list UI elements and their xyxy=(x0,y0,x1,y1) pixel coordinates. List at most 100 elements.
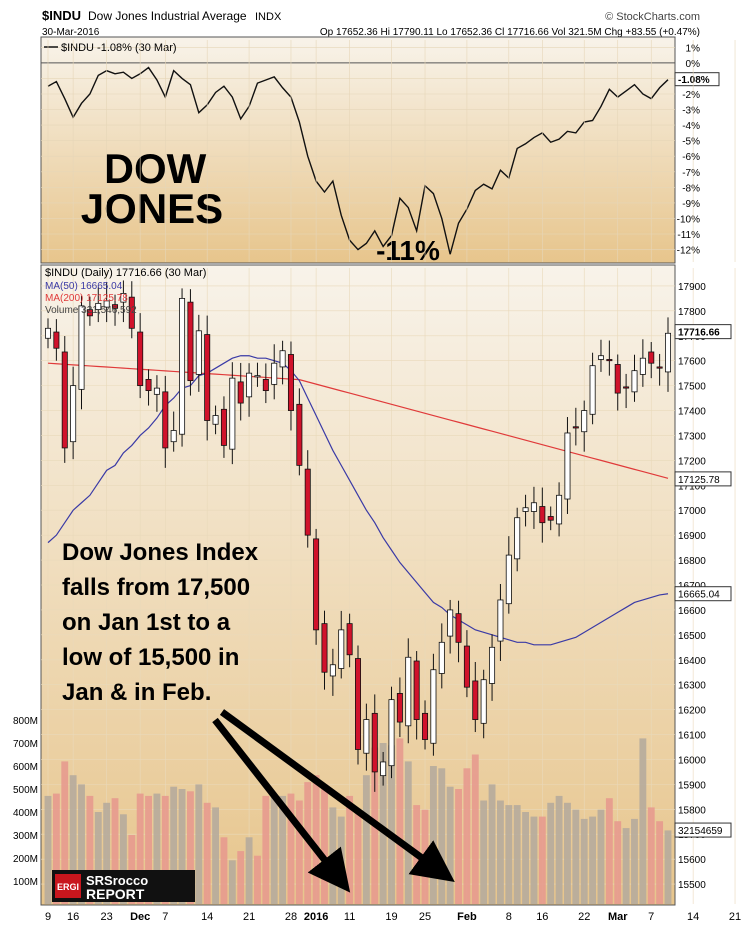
candle xyxy=(497,584,504,662)
volume-bar xyxy=(463,768,471,904)
candle-body xyxy=(631,370,638,393)
candle-body xyxy=(296,403,303,466)
volume-bar xyxy=(270,795,278,904)
price-tick-label: 16100 xyxy=(678,731,706,742)
volume-bar xyxy=(44,795,52,904)
volume-bar xyxy=(547,802,555,904)
candlesticks xyxy=(45,280,671,792)
volume-y-axis: 800M 700M 600M 500M 400M 300M 200M 100M xyxy=(13,716,38,888)
logo-badge: ERGI xyxy=(57,882,79,892)
candle xyxy=(363,703,370,771)
volume-bar xyxy=(254,855,261,904)
candle-body xyxy=(78,305,85,390)
price-tag: 17125.78 xyxy=(674,471,732,487)
price-tick-label: 16900 xyxy=(678,531,706,542)
candle-body xyxy=(329,664,336,677)
price-tick-label: 17500 xyxy=(678,382,706,393)
pct-series-line xyxy=(47,66,669,255)
x-tick-label: Dec xyxy=(130,911,150,923)
credit-label: © StockCharts.com xyxy=(605,11,700,23)
volume-bar xyxy=(362,775,370,904)
pct-y-axis: 1%0%-1%-2%-3%-4%-5%-6%-7%-8%-9%-10%-11%-… xyxy=(677,43,700,256)
candle xyxy=(195,314,202,392)
candle xyxy=(556,482,563,537)
x-tick-label: 11 xyxy=(344,911,355,923)
x-tick-label: Mar xyxy=(608,911,628,923)
volume-bar xyxy=(480,800,488,904)
candle-body xyxy=(279,350,286,368)
volume-bar xyxy=(388,745,395,904)
candle-body xyxy=(229,377,236,450)
candle-body xyxy=(128,296,135,329)
candle-body xyxy=(212,415,219,425)
price-tag: 17716.66 xyxy=(674,324,732,340)
candle-body xyxy=(204,334,211,421)
candle xyxy=(639,339,646,387)
volume-bar xyxy=(228,860,236,904)
candle-body xyxy=(246,372,253,398)
price-tick-label: 15800 xyxy=(678,805,706,816)
pct-tick-label: -4% xyxy=(682,121,700,132)
volume-bar xyxy=(145,795,152,904)
candle xyxy=(405,638,412,744)
candle xyxy=(338,610,345,679)
candle xyxy=(321,610,328,690)
volume-bar xyxy=(186,791,194,904)
price-tick-label: 16000 xyxy=(678,755,706,766)
candle-body xyxy=(254,375,261,378)
pct-tick-label: -2% xyxy=(682,90,700,101)
candle-body xyxy=(656,366,663,369)
volume-tick-label: 600M xyxy=(13,762,38,773)
candle-body xyxy=(355,658,361,750)
candle xyxy=(665,317,671,392)
volume-bar xyxy=(505,805,513,904)
date-label: 30-Mar-2016 xyxy=(42,27,100,38)
candle-body xyxy=(388,699,395,767)
pct-tick-label: -9% xyxy=(682,199,700,210)
candle xyxy=(388,686,395,779)
pct-legend: $INDU -1.08% (30 Mar) xyxy=(61,42,177,54)
volume-bar xyxy=(111,798,119,904)
candle-body xyxy=(597,355,604,360)
candle-body xyxy=(489,646,496,684)
price-tick-label: 15900 xyxy=(678,780,706,791)
candle-body xyxy=(396,693,403,723)
candle-body xyxy=(95,302,102,311)
volume-bar xyxy=(564,802,571,904)
price-tick-label: 16400 xyxy=(678,656,706,667)
volume-bar xyxy=(488,784,496,904)
volume-bar xyxy=(337,816,345,904)
pct-tick-label: 1% xyxy=(686,43,701,54)
volume-bar xyxy=(522,812,530,904)
candle-body xyxy=(145,378,152,392)
price-tick-label: 17600 xyxy=(678,357,706,368)
logo-top: SRSrocco xyxy=(86,873,148,888)
volume-bar xyxy=(295,800,303,904)
candle xyxy=(187,289,194,396)
volume-bar xyxy=(178,789,186,904)
candle-body xyxy=(112,304,119,309)
ma50-line xyxy=(47,355,669,646)
candle-body xyxy=(179,297,186,435)
candle xyxy=(45,318,51,349)
note-line-3: on Jan 1st to a xyxy=(62,609,231,636)
candle-body xyxy=(589,365,596,415)
candle-body xyxy=(195,330,202,375)
candle xyxy=(530,486,537,529)
ma200-legend: MA(200) 17125.78 xyxy=(45,293,128,304)
volume-bar xyxy=(312,775,320,904)
candle-body xyxy=(463,645,470,688)
candle-body xyxy=(287,354,294,411)
candle xyxy=(271,344,278,400)
candle-body xyxy=(70,385,77,443)
volume-tag-box xyxy=(674,822,732,838)
candle xyxy=(447,599,454,654)
price-tick-label: 17300 xyxy=(678,431,706,442)
x-axis: 9 16 23 Dec 7 14 21 28 2016 11 19 25 Feb 8 16 22 Mar 7 14 2… xyxy=(45,911,741,923)
price-tag: 16665.04 xyxy=(674,586,732,602)
arrow-feb xyxy=(219,709,455,882)
volume-bar xyxy=(631,818,638,904)
x-tick-label: 28 xyxy=(285,911,297,923)
candle-body xyxy=(581,410,588,433)
candle-body xyxy=(187,301,194,382)
